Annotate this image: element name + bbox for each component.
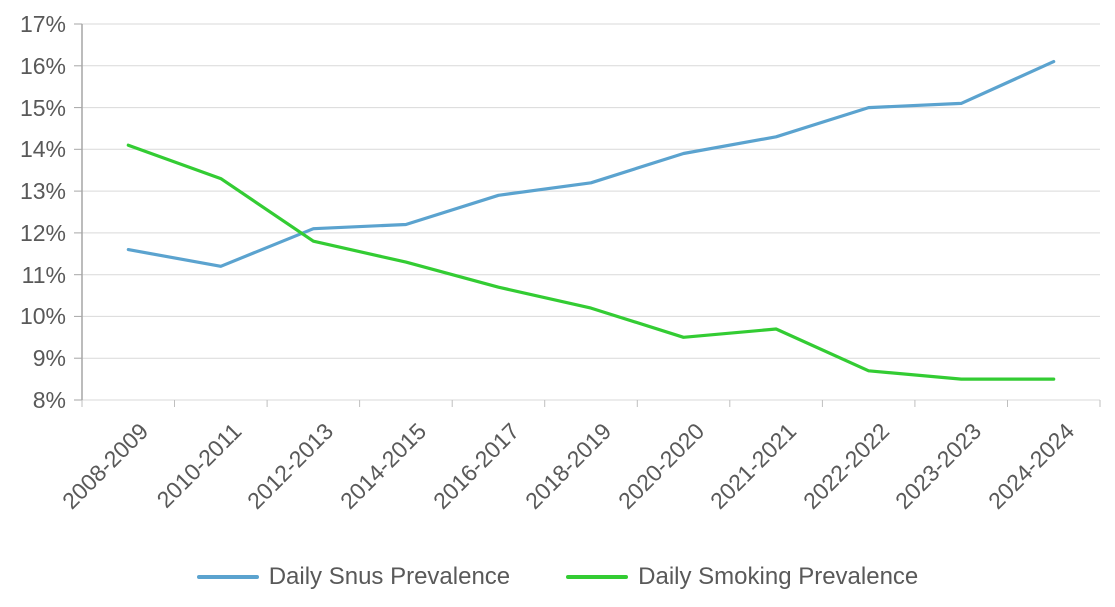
y-axis-label: 8%: [32, 387, 66, 413]
legend-item-snus: Daily Snus Prevalence: [196, 562, 511, 592]
legend-item-smoking: Daily Smoking Prevalence: [566, 562, 918, 592]
y-axis-label: 16%: [19, 52, 66, 79]
y-axis-label: 9%: [32, 345, 66, 372]
y-axis-label: 17%: [19, 11, 66, 37]
y-axis-label: 11%: [21, 261, 66, 288]
y-axis-label: 13%: [19, 178, 66, 205]
legend-label-snus: Daily Snus Prevalence: [268, 563, 511, 590]
smoking-line: [126, 143, 1056, 381]
chart-legend: Daily Snus Prevalence Daily Smoking Prev…: [0, 562, 1115, 592]
snus-line-swatch-icon: [196, 575, 259, 579]
y-axis-label: 10%: [19, 303, 66, 330]
smoking-line-swatch-icon: [566, 575, 629, 579]
y-axis-label: 15%: [19, 94, 66, 121]
legend-label-smoking: Daily Smoking Prevalence: [638, 563, 919, 590]
y-axis-label: 12%: [19, 219, 66, 246]
y-axis-label: 14%: [19, 136, 66, 163]
snus-line: [126, 59, 1056, 268]
